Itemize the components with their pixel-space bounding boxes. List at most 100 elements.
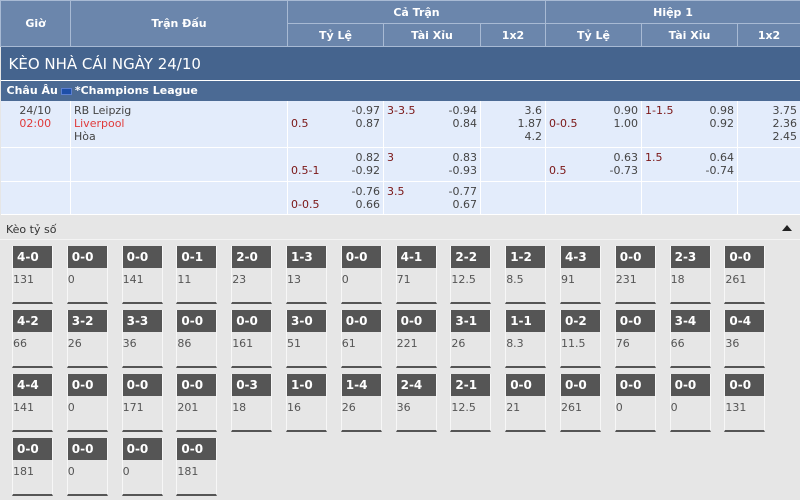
score-card[interactable]: 0-0 0	[66, 246, 108, 304]
col-ca-tran: Cả Trận	[286, 0, 547, 24]
score-odds: 181	[177, 465, 199, 478]
caret-up-icon[interactable]	[782, 225, 792, 231]
score-card[interactable]: 0-4 36	[724, 310, 766, 368]
score-card[interactable]: 0-0 201	[176, 374, 218, 432]
score-card[interactable]: 0-0 61	[340, 310, 382, 368]
score-odds: 86	[177, 337, 192, 350]
score-label: 4-0	[13, 246, 52, 268]
match-time: 24/10 02:00	[0, 100, 71, 148]
score-card[interactable]: 1-0 16	[286, 374, 327, 432]
odds-row: 0.5-1 0.82 -0.92 3 0.83 -0.93 0.5 0.63 -0.73 1…	[0, 147, 800, 182]
score-card[interactable]: 4-3 91	[560, 246, 601, 304]
score-card[interactable]: 0-0 0	[66, 438, 108, 496]
h1-ou-cell[interactable]: 1.5 0.64 -0.74	[641, 147, 739, 182]
score-odds: 18	[670, 273, 685, 286]
score-label: 0-0	[13, 438, 52, 460]
score-card[interactable]: 0-0 181	[176, 438, 218, 496]
score-card[interactable]: 0-3 18	[231, 374, 273, 432]
col-tran-dau: Trận Đấu	[70, 0, 288, 47]
h1-hdp-cell[interactable]: 0-0.5 0.90 1.00	[545, 100, 643, 148]
score-card[interactable]: 3-2 26	[66, 310, 108, 368]
score-card[interactable]: 1-3 13	[286, 246, 327, 304]
empty-cell	[480, 147, 547, 182]
x12-cell[interactable]: 3.6 1.87 4.2	[480, 100, 547, 148]
score-card[interactable]: 3-1 26	[450, 310, 492, 368]
score-card[interactable]: 4-1 71	[395, 246, 437, 304]
h1-x12-cell[interactable]: 3.75 2.36 2.45	[737, 100, 800, 148]
score-odds: 51	[287, 337, 301, 350]
score-card[interactable]: 0-0 181	[12, 438, 53, 496]
score-label: 4-1	[396, 246, 436, 268]
score-card[interactable]: 2-3 18	[669, 246, 711, 304]
score-card[interactable]: 1-2 8.5	[505, 246, 547, 304]
score-odds: 12.5	[451, 401, 476, 414]
score-card[interactable]: 0-0 0	[121, 438, 163, 496]
score-card[interactable]: 0-0 131	[724, 374, 766, 432]
score-card[interactable]: 2-4 36	[395, 374, 437, 432]
score-card[interactable]: 0-0 261	[724, 246, 766, 304]
score-label: 0-0	[725, 374, 765, 396]
score-label: 0-0	[615, 246, 655, 268]
eu-flag-icon	[60, 87, 72, 95]
empty-cell	[737, 147, 800, 182]
score-card[interactable]: 0-0 231	[614, 246, 656, 304]
score-card[interactable]: 2-1 12.5	[450, 374, 492, 432]
score-card[interactable]: 0-0 0	[669, 374, 711, 432]
correct-score-header[interactable]: Kèo tỷ số	[0, 216, 800, 240]
h1-ou-cell[interactable]: 1-1.5 0.98 0.92	[641, 100, 739, 148]
score-card[interactable]: 0-0 0	[340, 246, 382, 304]
hdp-cell[interactable]: 0-0.5 -0.76 0.66	[287, 181, 384, 215]
hdp-cell[interactable]: 0.5-1 0.82 -0.92	[287, 147, 384, 182]
score-odds: 141	[122, 273, 144, 286]
empty-cell	[737, 181, 800, 215]
col-h1-1x2: 1x2	[737, 23, 800, 47]
score-card[interactable]: 4-2 66	[12, 310, 53, 368]
score-card[interactable]: 0-0 171	[121, 374, 163, 432]
score-label: 0-0	[177, 374, 217, 396]
score-odds: 36	[122, 337, 137, 350]
hdp-cell[interactable]: 0.5 -0.97 0.87	[287, 100, 384, 148]
score-card[interactable]: 2-2 12.5	[450, 246, 492, 304]
match-teams[interactable]: RB Leipzig Liverpool Hòa	[70, 100, 288, 148]
empty-cell	[480, 181, 547, 215]
region-label: Châu Âu	[6, 84, 58, 98]
score-card[interactable]: 0-0 161	[231, 310, 273, 368]
score-label: 2-0	[232, 246, 272, 268]
score-card[interactable]: 1-4 26	[340, 374, 382, 432]
ou-cell[interactable]: 3.5 -0.77 0.67	[383, 181, 481, 215]
score-card[interactable]: 0-0 21	[505, 374, 547, 432]
score-card[interactable]: 0-0 0	[614, 374, 656, 432]
score-card[interactable]: 0-0 221	[395, 310, 437, 368]
score-odds: 21	[506, 401, 521, 414]
score-card[interactable]: 3-3 36	[121, 310, 163, 368]
score-label: 0-4	[725, 310, 765, 332]
score-card[interactable]: 0-0 261	[560, 374, 601, 432]
score-label: 0-0	[67, 374, 107, 396]
score-odds: 61	[341, 337, 356, 350]
score-odds: 8.3	[506, 337, 524, 350]
score-card[interactable]: 1-1 8.3	[505, 310, 547, 368]
score-card[interactable]: 0-0 141	[121, 246, 163, 304]
score-label: 0-0	[670, 374, 710, 396]
score-card[interactable]: 0-0 76	[614, 310, 656, 368]
score-card[interactable]: 0-0 86	[176, 310, 218, 368]
score-card[interactable]: 3-4 66	[669, 310, 711, 368]
empty-cell	[0, 181, 71, 215]
score-card[interactable]: 4-4 141	[12, 374, 53, 432]
score-card[interactable]: 0-1 11	[176, 246, 218, 304]
h1-hdp-cell[interactable]: 0.5 0.63 -0.73	[545, 147, 643, 182]
score-card[interactable]: 2-0 23	[231, 246, 273, 304]
ou-cell[interactable]: 3 0.83 -0.93	[383, 147, 481, 182]
score-card[interactable]: 4-0 131	[12, 246, 53, 304]
score-odds: 0	[67, 273, 75, 286]
score-odds: 26	[341, 401, 356, 414]
score-odds: 261	[561, 401, 582, 414]
score-card[interactable]: 3-0 51	[286, 310, 327, 368]
score-odds: 26	[451, 337, 466, 350]
ou-cell[interactable]: 3-3.5 -0.94 0.84	[383, 100, 481, 148]
score-card[interactable]: 0-2 11.5	[560, 310, 601, 368]
score-odds: 0	[615, 401, 623, 414]
score-card[interactable]: 0-0 0	[66, 374, 108, 432]
col-gio: Giờ	[0, 0, 71, 47]
league-header[interactable]: Châu Âu *Champions League	[0, 80, 800, 101]
